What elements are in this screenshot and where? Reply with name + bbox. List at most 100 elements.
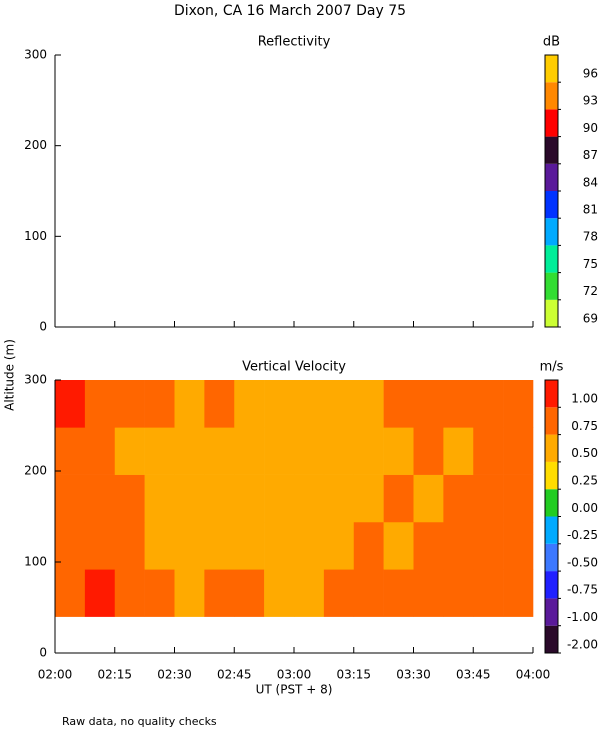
x-tick-label: 02:30 <box>157 668 192 682</box>
y-tick-label: 300 <box>24 48 47 62</box>
colorbar-label: 87 <box>583 148 598 162</box>
heat-cell <box>55 427 86 475</box>
colorbar-block <box>545 380 558 408</box>
heat-cell <box>383 427 414 475</box>
heat-cell <box>473 474 504 523</box>
heat-cell <box>204 521 235 570</box>
y-tick-label: 100 <box>24 555 47 569</box>
x-tick-label: 02:00 <box>38 668 73 682</box>
colorbar-label: 84 <box>583 175 598 189</box>
colorbar-label: 90 <box>583 121 598 135</box>
panel-title: Vertical Velocity <box>242 360 346 375</box>
heat-cell <box>204 380 235 428</box>
heat-cell <box>294 474 325 523</box>
heat-cell <box>383 521 414 570</box>
colorbar-block <box>545 489 558 517</box>
heat-cell <box>413 569 444 617</box>
heat-cell <box>114 521 145 570</box>
colorbar-label: -0.75 <box>567 583 598 597</box>
heat-cell <box>84 427 116 475</box>
colorbar-block <box>545 55 558 83</box>
heat-cell <box>323 474 355 523</box>
colorbar-label: 1.00 <box>571 392 598 406</box>
y-tick-label: 200 <box>24 464 47 478</box>
y-tick-label: 0 <box>39 320 47 334</box>
heat-cell <box>204 474 235 523</box>
x-tick-label: 02:45 <box>217 668 252 682</box>
heat-cell <box>503 427 534 475</box>
heat-cell <box>294 380 325 428</box>
heat-cell <box>174 474 205 523</box>
panel-title: Reflectivity <box>258 35 331 50</box>
heat-cell <box>353 474 384 523</box>
colorbar-block <box>545 109 558 137</box>
heat-cell <box>174 380 205 428</box>
heat-cell <box>174 569 205 617</box>
heat-cell <box>413 380 444 428</box>
heat-cell <box>323 521 355 570</box>
colorbar-label: 69 <box>583 311 598 325</box>
heat-cell <box>55 474 86 523</box>
x-tick-label: 04:00 <box>516 668 551 682</box>
heat-cell <box>383 569 414 617</box>
colorbar-block <box>545 163 558 191</box>
heat-cell <box>294 521 325 570</box>
x-tick-label: 03:15 <box>336 668 371 682</box>
heat-cell <box>383 474 414 523</box>
colorbar-block <box>545 625 558 653</box>
heat-cell <box>174 521 205 570</box>
heat-cell <box>443 380 474 428</box>
colorbar-label: 78 <box>583 230 598 244</box>
colorbar-block <box>545 218 558 246</box>
colorbar-unit: dB <box>543 35 560 50</box>
heat-cell <box>144 380 175 428</box>
heat-cell <box>174 427 205 475</box>
heat-cell <box>353 380 384 428</box>
colorbar-label: 93 <box>583 94 598 108</box>
heat-cell <box>264 521 295 570</box>
heat-cell <box>234 569 265 617</box>
heat-cell <box>264 427 295 475</box>
colorbar-block <box>545 598 558 626</box>
colorbar-block <box>545 434 558 462</box>
heat-cell <box>114 474 145 523</box>
heat-cell <box>84 569 116 617</box>
colorbar-label: 0.25 <box>571 474 598 488</box>
colorbar-label: 96 <box>583 67 598 81</box>
heat-cell <box>234 521 265 570</box>
colorbar-label: -1.00 <box>567 610 598 624</box>
heat-cell <box>473 427 504 475</box>
heat-cell <box>503 474 534 523</box>
heat-cell <box>413 521 444 570</box>
heat-cell <box>473 569 504 617</box>
heat-cell <box>323 569 355 617</box>
colorbar-block <box>545 136 558 164</box>
colorbar-label: -0.50 <box>567 555 598 569</box>
y-tick-label: 300 <box>24 373 47 387</box>
heat-cell <box>264 380 295 428</box>
heat-cell <box>443 521 474 570</box>
colorbar-block <box>545 543 558 572</box>
heat-cell <box>234 427 265 475</box>
heat-cell <box>353 569 384 617</box>
x-tick-label: 03:00 <box>277 668 312 682</box>
heat-cell <box>144 474 175 523</box>
colorbar-label: 0.50 <box>571 446 598 460</box>
heat-cell <box>264 569 295 617</box>
colorbar-label: -0.25 <box>567 528 598 542</box>
heat-cell <box>323 380 355 428</box>
heat-cell <box>144 521 175 570</box>
colorbar-block <box>545 571 558 599</box>
y-tick-label: 0 <box>39 646 47 660</box>
x-axis-label: UT (PST + 8) <box>256 683 333 697</box>
colorbar-block <box>545 516 558 544</box>
heat-cell <box>114 427 145 475</box>
heat-cell <box>234 474 265 523</box>
heat-cell <box>204 569 235 617</box>
heat-cell <box>503 569 534 617</box>
colorbar-label: 0.00 <box>571 501 598 515</box>
heat-cell <box>443 474 474 523</box>
heat-cell <box>413 427 444 475</box>
y-tick-label: 200 <box>24 138 47 152</box>
